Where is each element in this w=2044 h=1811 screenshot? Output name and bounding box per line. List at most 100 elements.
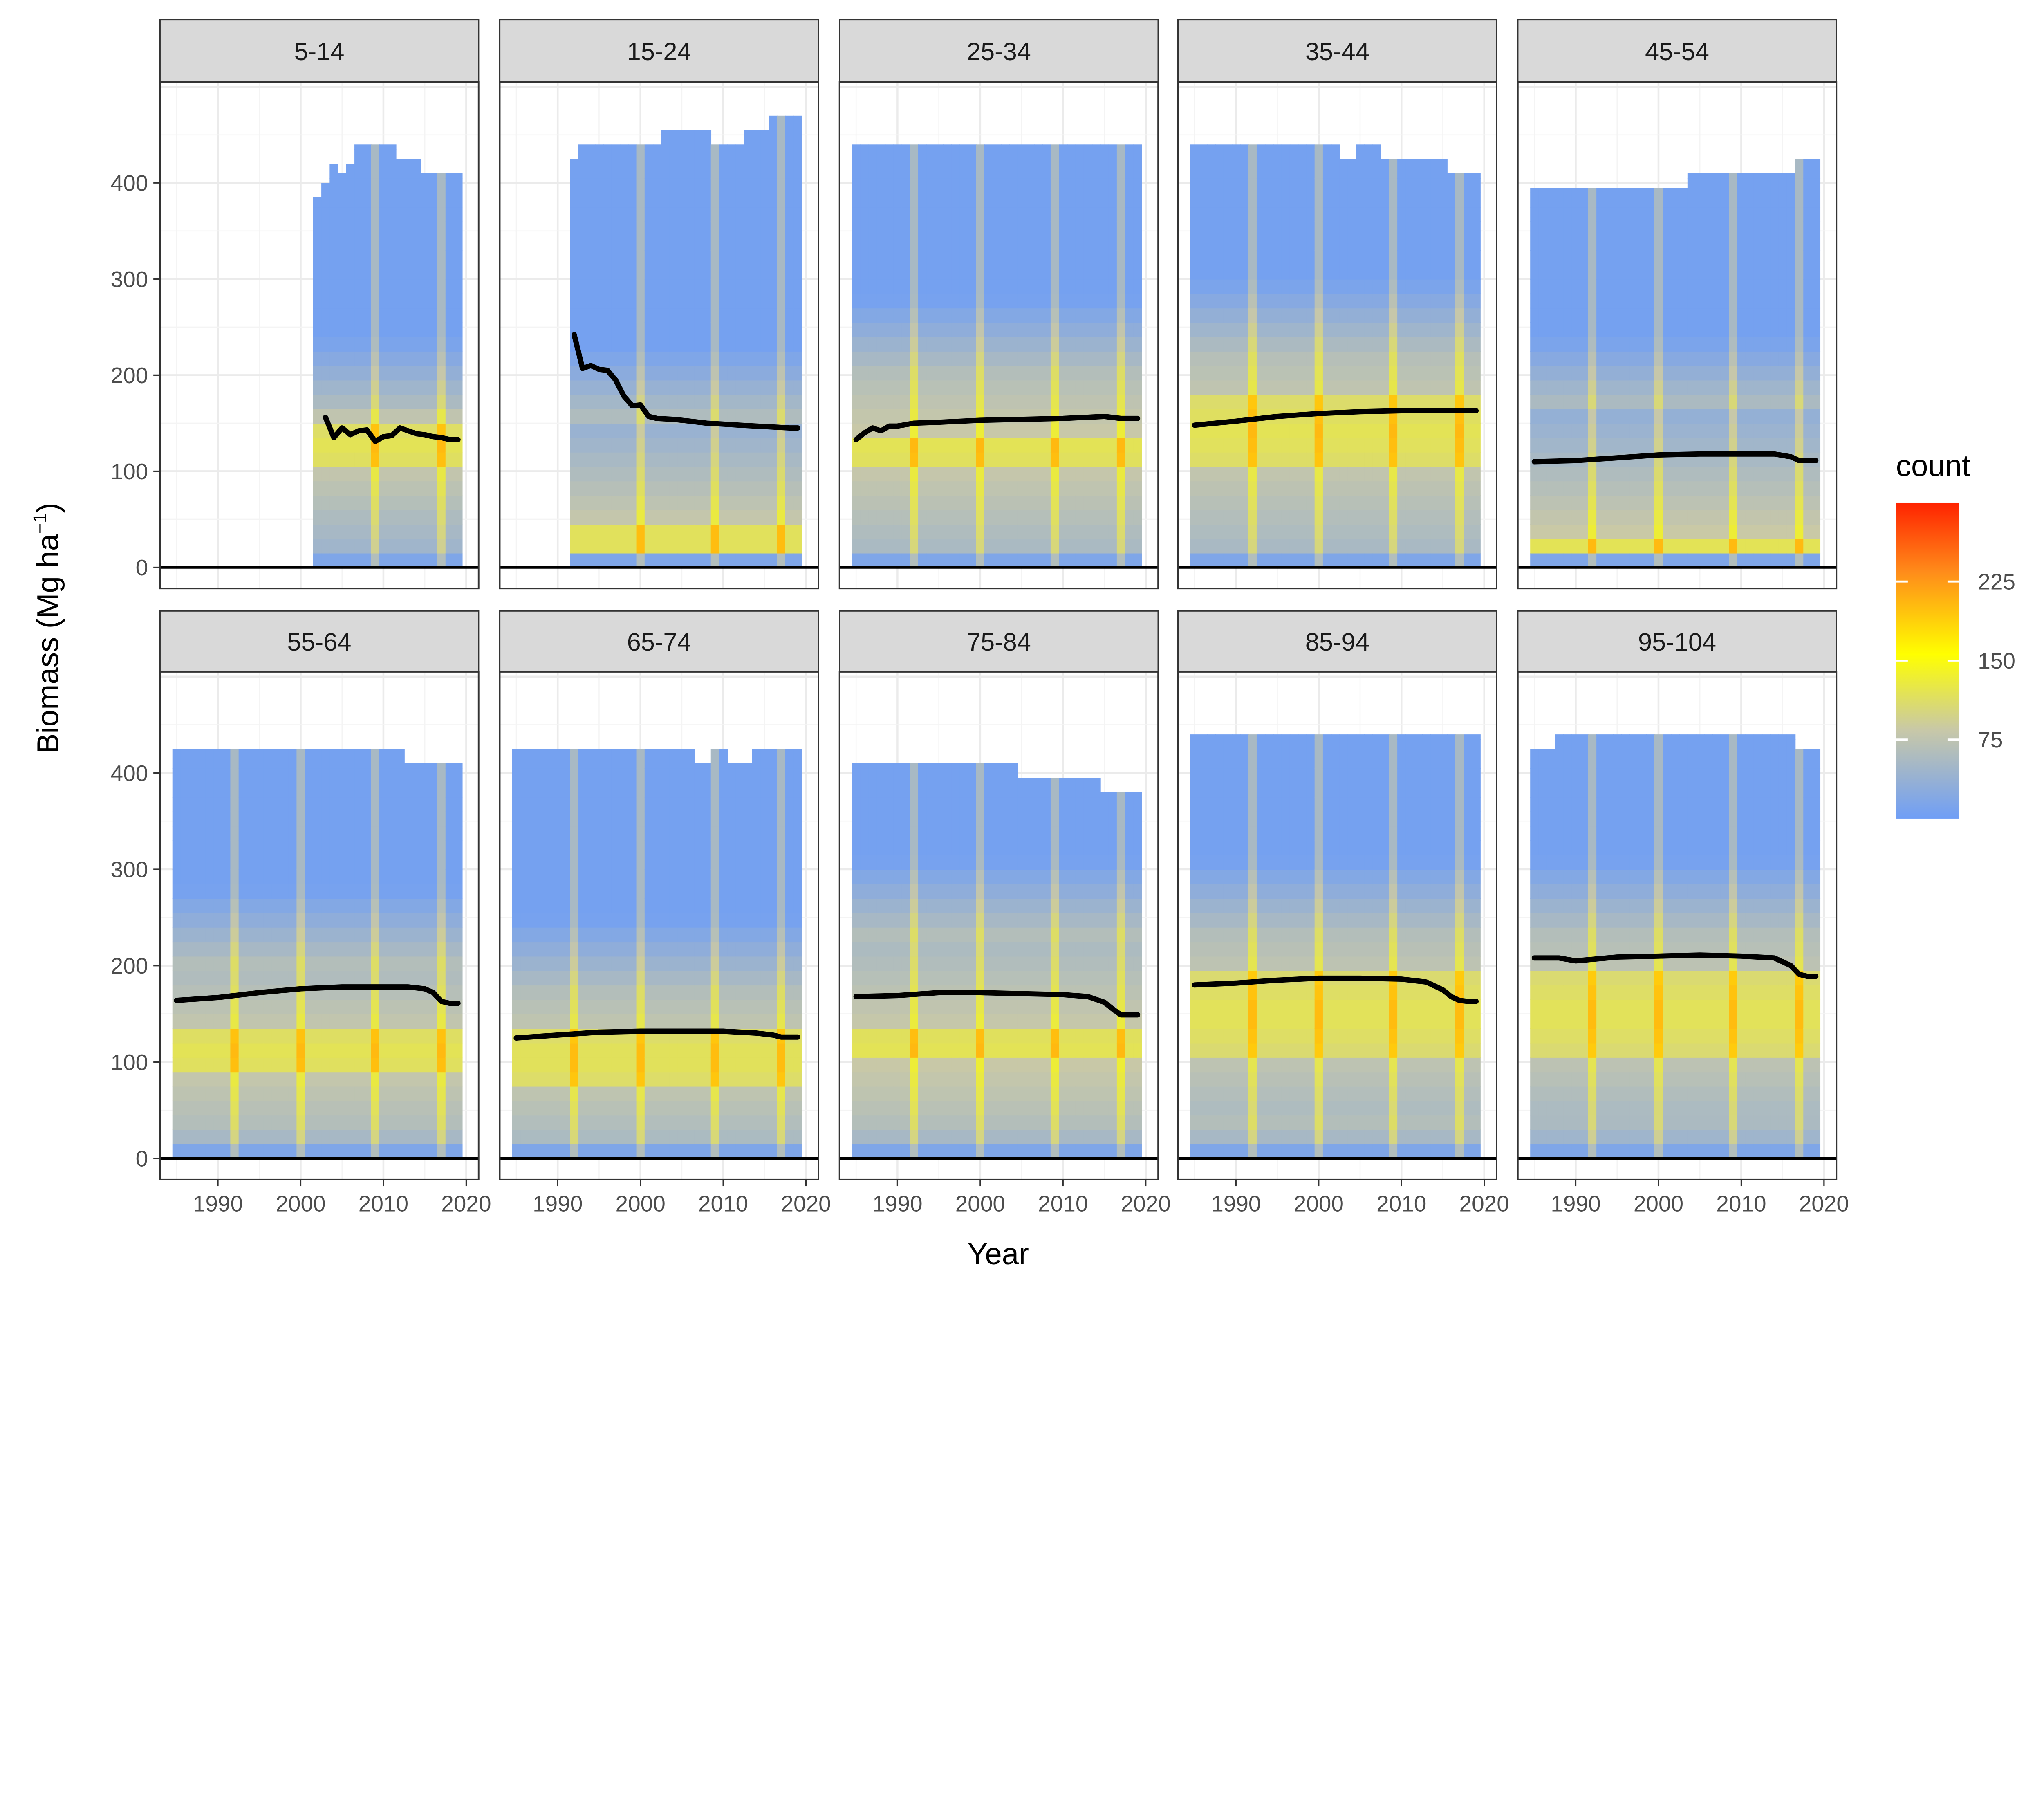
x-tick-label: 2000 (276, 1191, 325, 1216)
x-tick-label: 2010 (1716, 1191, 1766, 1216)
legend-tick-label: 150 (1978, 648, 2015, 673)
x-tick-label: 2010 (698, 1191, 748, 1216)
facet-strip (1517, 610, 1837, 673)
trend-line (1531, 952, 1819, 979)
y-axis-title: Biomass (Mg ha−1) (29, 503, 65, 754)
facet-strip-label: 35-44 (1305, 38, 1369, 66)
facet-strip (839, 610, 1159, 673)
y-tick-label: 0 (136, 1146, 148, 1171)
facet-strip-label: 55-64 (287, 628, 351, 656)
x-tick-label: 2000 (955, 1191, 1005, 1216)
facet-strip (159, 610, 480, 673)
heatmap-cells (1190, 734, 1481, 1159)
y-axis-title-sup: −1 (29, 513, 50, 534)
x-tick-label: 2020 (781, 1191, 831, 1216)
y-tick-label: 300 (111, 857, 148, 882)
x-tick-label: 2020 (1799, 1191, 1849, 1216)
panel-border (1177, 671, 1498, 1180)
y-tick-label: 200 (111, 953, 148, 978)
heatmap-cells (570, 115, 802, 568)
facet-strip-label: 95-104 (1638, 628, 1716, 656)
facet-panel-25-34: 25-34 (838, 19, 1159, 590)
x-tick-label: 2020 (441, 1191, 491, 1216)
facet-strip-label: 5-14 (294, 38, 345, 66)
x-tick-label: 2020 (1121, 1191, 1171, 1216)
heatmap-cells (1190, 144, 1481, 568)
facet-strip-label: 65-74 (627, 628, 691, 656)
x-tick-label: 1990 (533, 1191, 583, 1216)
x-tick-label: 2000 (1634, 1191, 1683, 1216)
facet-panel-15-24: 15-24 (499, 19, 819, 590)
facet-strip-label: 25-34 (967, 38, 1031, 66)
heatmap-cells (313, 144, 463, 568)
heatmap-cells (852, 144, 1142, 568)
x-tick-label: 2020 (1459, 1191, 1509, 1216)
panel-border (1177, 81, 1498, 590)
facet-strip (839, 19, 1159, 83)
trend-line (853, 413, 1141, 442)
trend-line (572, 332, 800, 431)
faceted-heatmap-chart: 5-14 0 100 200 300 400 15-24 25-34 35-44 45-54 55-… (29, 19, 2015, 1271)
panel-border (159, 81, 480, 590)
heatmap-cells (512, 749, 802, 1159)
x-tick-label: 2010 (359, 1191, 408, 1216)
y-axis-title-close: ) (31, 503, 65, 513)
panel-border (838, 671, 1159, 1180)
heatmap-cells (172, 749, 463, 1159)
panel-border (1517, 671, 1838, 1180)
trend-line (1531, 451, 1819, 465)
color-legend: count 75 150 225 (1896, 449, 2015, 819)
y-axis-title-main: Biomass (Mg ha (31, 534, 65, 754)
facet-panel-45-54: 45-54 (1517, 19, 1838, 590)
x-tick-label: 2010 (1376, 1191, 1426, 1216)
x-tick-label: 2010 (1038, 1191, 1088, 1216)
x-tick-label: 1990 (193, 1191, 243, 1216)
panel-border (159, 671, 480, 1180)
facet-strip (1517, 19, 1837, 83)
y-tick-label: 100 (111, 459, 148, 484)
facet-panel-95-104: 95-104 1990 2000 2010 2020 (1517, 610, 1849, 1216)
x-tick-label: 2000 (1294, 1191, 1344, 1216)
y-tick-label: 200 (111, 363, 148, 388)
facet-panel-35-44: 35-44 (1177, 19, 1498, 590)
facet-panel-5-14: 5-14 0 100 200 300 400 (111, 19, 480, 590)
x-tick-label: 1990 (1551, 1191, 1600, 1216)
panel-border (1517, 81, 1838, 590)
trend-line (853, 990, 1141, 1018)
facet-panel-85-94: 85-94 1990 2000 2010 2020 (1177, 610, 1509, 1216)
facet-strip (499, 610, 819, 673)
y-tick-label: 400 (111, 761, 148, 786)
trend-line (174, 984, 461, 1006)
facet-panels: 5-14 0 100 200 300 400 15-24 25-34 35-44 45-54 55-… (111, 19, 1849, 1216)
trend-line (323, 415, 461, 444)
x-tick-label: 1990 (872, 1191, 922, 1216)
y-tick-label: 100 (111, 1050, 148, 1075)
panel-border (499, 81, 819, 590)
chart-stage: 5-14 0 100 200 300 400 15-24 25-34 35-44 45-54 55-… (29, 19, 2015, 1271)
legend-tick-label: 75 (1978, 727, 2003, 752)
trend-line (1192, 975, 1479, 1004)
panel-border (838, 81, 1159, 590)
heatmap-cells (1530, 734, 1821, 1159)
heatmap-cells (852, 763, 1142, 1159)
heatmap-cells (1530, 159, 1821, 568)
facet-strip-label: 15-24 (627, 38, 691, 66)
trend-line (513, 1028, 800, 1041)
facet-strip (1177, 610, 1497, 673)
legend-tick-label: 225 (1978, 569, 2015, 595)
facet-panel-75-84: 75-84 1990 2000 2010 2020 (838, 610, 1171, 1216)
facet-strip-label: 85-94 (1305, 628, 1369, 656)
y-tick-label: 300 (111, 267, 148, 292)
facet-strip-label: 45-54 (1645, 38, 1709, 66)
facet-strip (1177, 19, 1497, 83)
legend-title: count (1896, 449, 1970, 482)
panel-border (499, 671, 819, 1180)
facet-strip (499, 19, 819, 83)
facet-panel-55-64: 55-64 0 100 200 300 400 1990 2000 2010 2020 (111, 610, 491, 1216)
x-tick-label: 1990 (1211, 1191, 1261, 1216)
trend-line (1192, 408, 1479, 428)
facet-strip (159, 19, 480, 83)
y-tick-label: 400 (111, 171, 148, 196)
facet-strip-label: 75-84 (967, 628, 1031, 656)
x-tick-label: 2000 (616, 1191, 666, 1216)
